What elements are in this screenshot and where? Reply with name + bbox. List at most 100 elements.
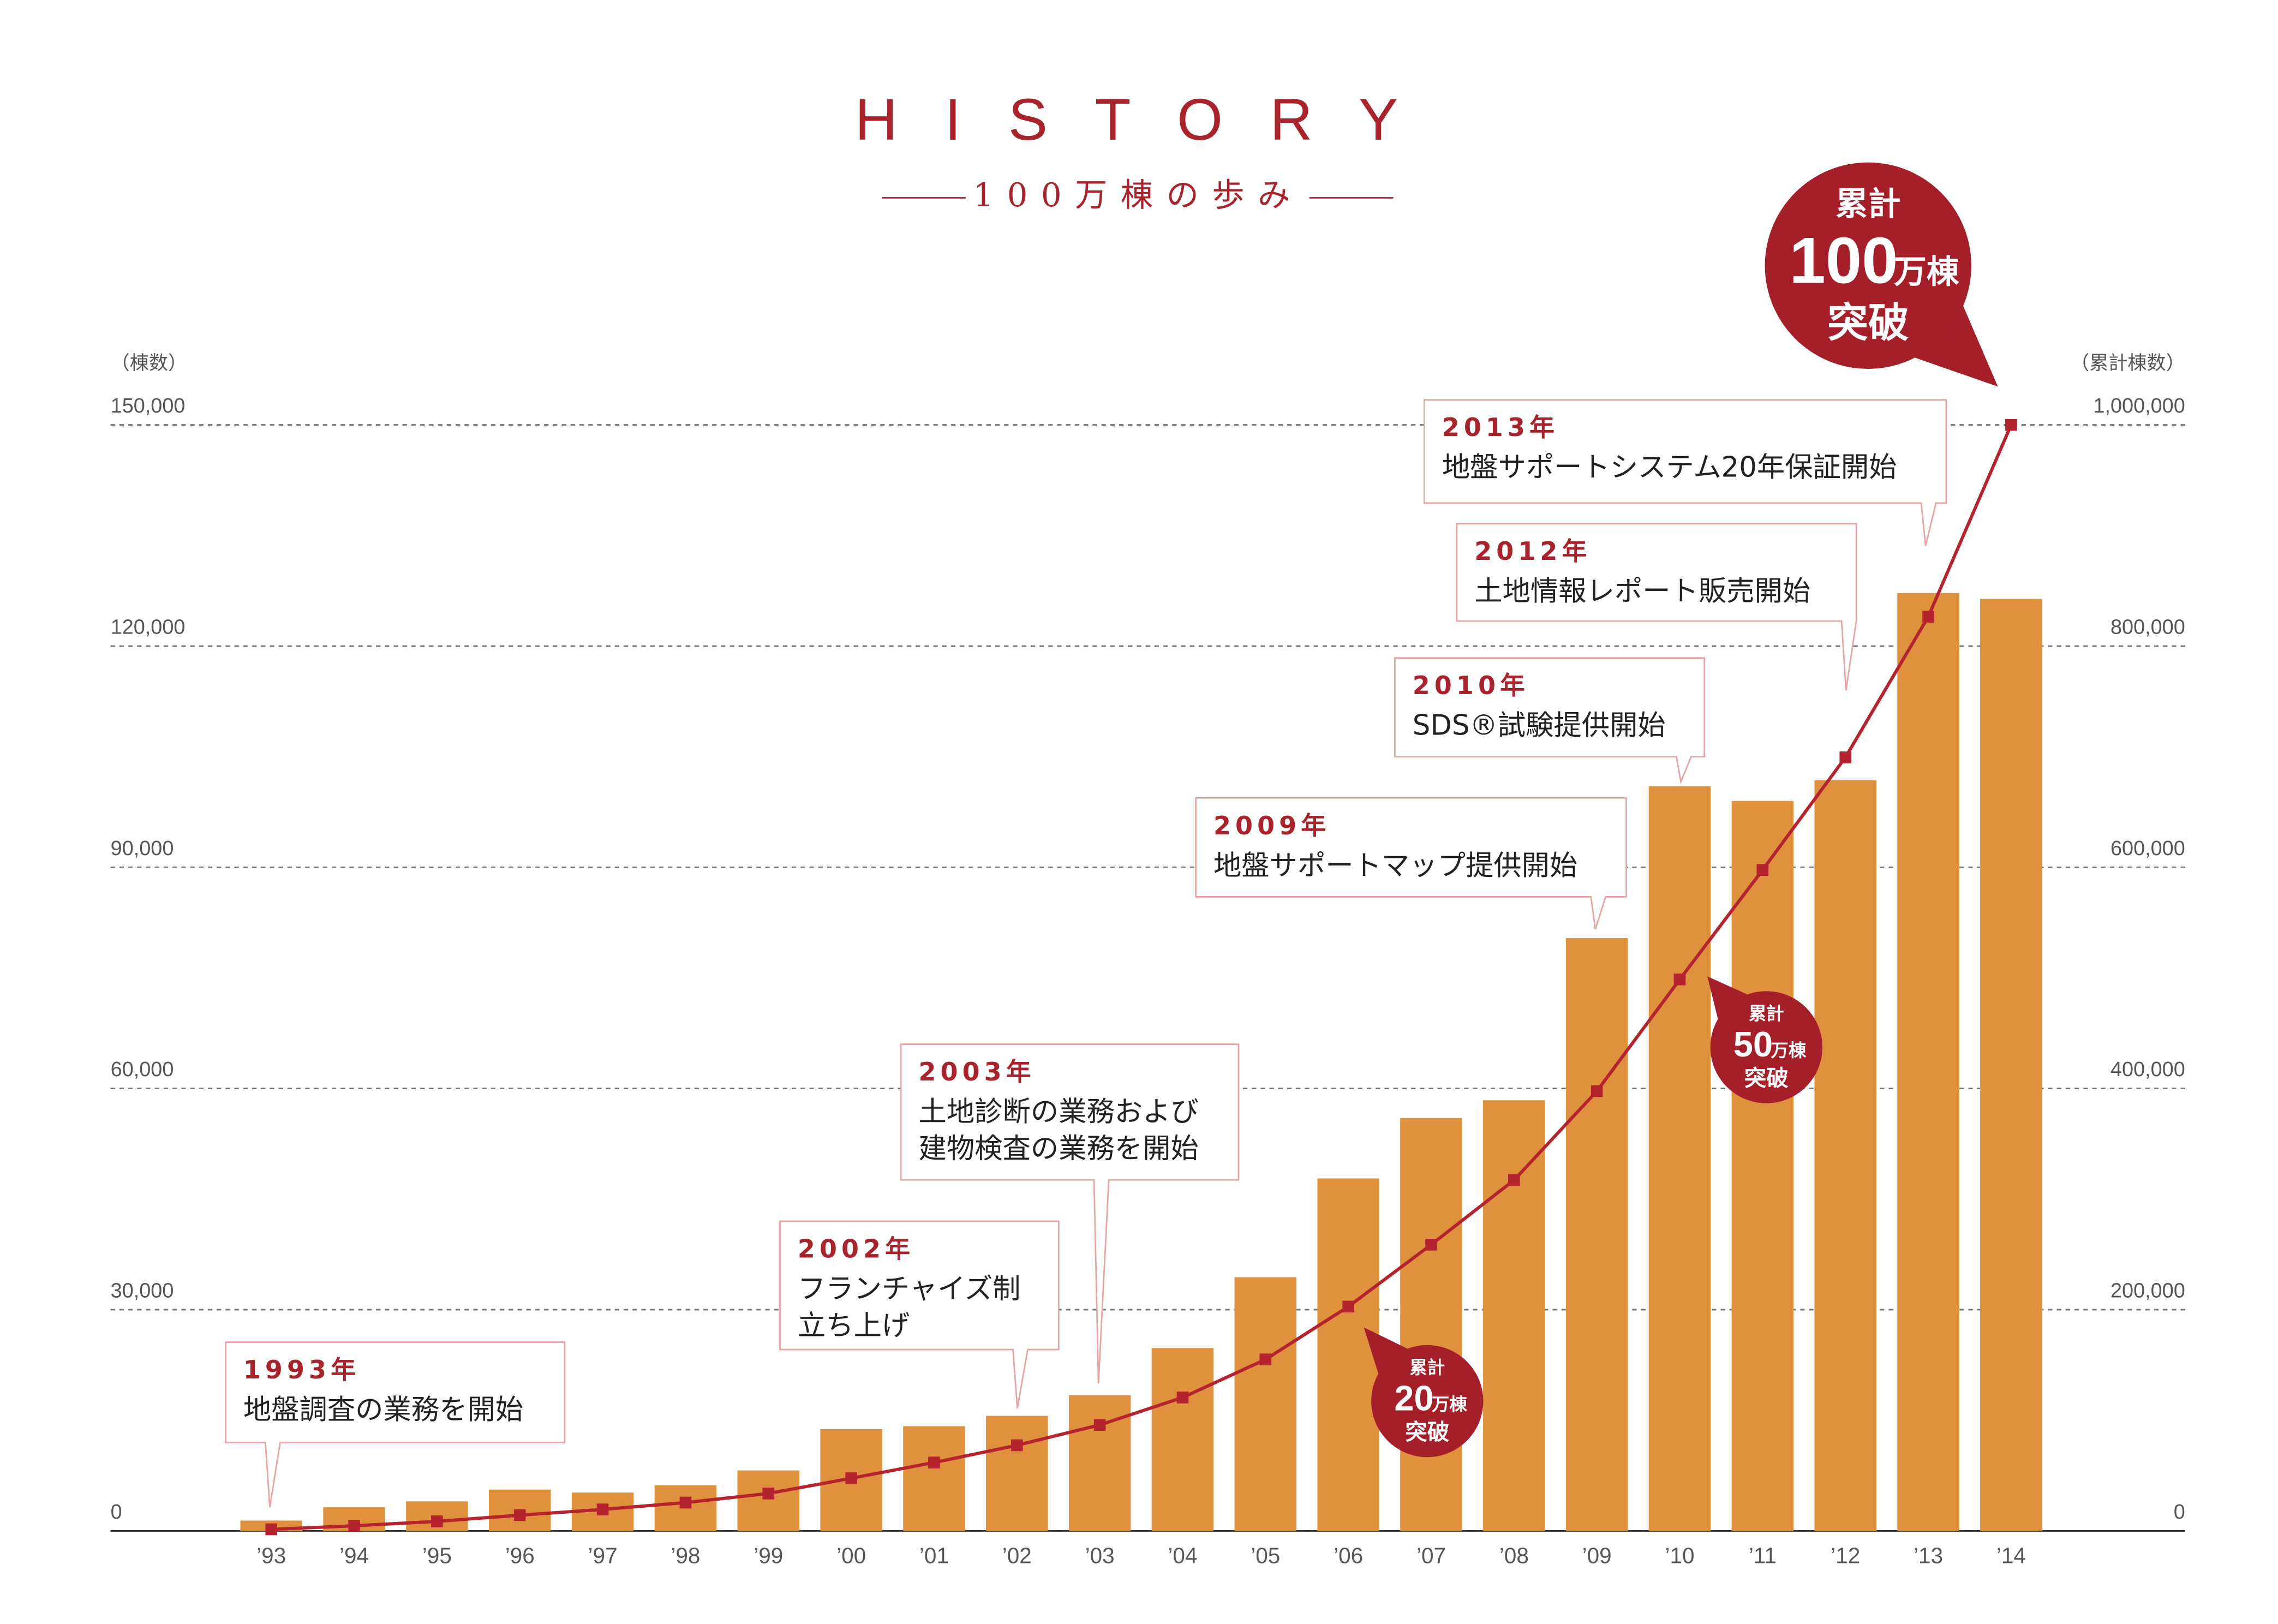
bar: [1897, 593, 1959, 1531]
callout-box: [225, 1341, 566, 1508]
bar: [1565, 938, 1628, 1531]
callout-text: 地盤サポートマップ提供開始: [1213, 849, 1577, 882]
badge-tail: [1364, 1327, 1408, 1374]
badge-label: 累計: [1749, 1004, 1784, 1024]
bar: [986, 1416, 1048, 1531]
badge-label: 累計: [1835, 186, 1900, 223]
callout-year: 2013年: [1442, 413, 1559, 442]
callout-text: フランチャイズ制: [798, 1273, 1021, 1305]
badge-unit: 万棟: [1771, 1040, 1806, 1061]
badge-unit: 万棟: [1432, 1394, 1467, 1415]
callout-box: [779, 1220, 1060, 1409]
badge-label: 累計: [1409, 1357, 1445, 1378]
line-marker: [1342, 1300, 1354, 1313]
y2-tick-label: 0: [2174, 1501, 2185, 1524]
line-marker: [1093, 1419, 1106, 1431]
callout-text: 地盤サポートシステム20年保証開始: [1442, 451, 1897, 484]
badge-text: 突破: [1744, 1065, 1789, 1091]
y2-tick-label: 1,000,000: [2093, 395, 2185, 417]
bar: [1483, 1100, 1545, 1531]
chart-subtitle: 100万棟の歩み: [973, 177, 1304, 214]
line-marker: [1756, 864, 1769, 876]
badge: [1765, 162, 1971, 369]
badge-tail: [1915, 306, 1998, 387]
badge-number: 50: [1733, 1024, 1773, 1064]
badge-unit: 万棟: [1894, 253, 1959, 291]
bar: [1234, 1277, 1297, 1531]
callout-box: [1456, 523, 1857, 691]
callout-text: 土地診断の業務および: [919, 1096, 1199, 1129]
y2-tick-label: 400,000: [2110, 1058, 2185, 1081]
badge: [1710, 991, 1822, 1103]
line-marker: [2005, 419, 2017, 431]
bar: [1814, 780, 1876, 1531]
y2-tick-label: 600,000: [2110, 837, 2185, 860]
line-marker: [928, 1456, 940, 1468]
bar: [1980, 599, 2042, 1531]
line-marker: [1673, 974, 1686, 986]
x-tick-label: ’96: [505, 1543, 535, 1568]
callout-year: 1993年: [243, 1355, 360, 1384]
bar: [903, 1426, 965, 1531]
badge-text: 突破: [1827, 299, 1909, 347]
callout-year: 2003年: [919, 1057, 1036, 1086]
y2-tick-label: 800,000: [2110, 616, 2185, 639]
badge: [1371, 1345, 1484, 1458]
line-marker: [1176, 1392, 1189, 1404]
x-tick-label: ’04: [1168, 1543, 1197, 1568]
bar: [1068, 1395, 1131, 1531]
callout-text: 地盤調査の業務を開始: [243, 1393, 523, 1426]
x-tick-label: ’05: [1251, 1543, 1280, 1568]
chart-title: HISTORY: [855, 86, 1445, 152]
callout-year: 2002年: [798, 1234, 914, 1263]
badge-number: 20: [1394, 1378, 1433, 1418]
bar: [1317, 1178, 1379, 1531]
callout-year: 2012年: [1474, 536, 1591, 566]
line-marker: [845, 1472, 857, 1484]
x-tick-label: ’94: [339, 1543, 369, 1568]
x-tick-label: ’03: [1085, 1543, 1115, 1568]
callout-box: [1394, 657, 1706, 785]
x-tick-label: ’09: [1582, 1543, 1612, 1568]
callout-text: 土地情報レポート販売開始: [1474, 575, 1810, 608]
line-marker: [1425, 1239, 1437, 1251]
line-marker: [431, 1515, 443, 1527]
x-tick-label: ’14: [1996, 1543, 2026, 1568]
bar: [1400, 1118, 1462, 1531]
line-marker: [1011, 1439, 1023, 1452]
x-tick-label: ’12: [1831, 1543, 1860, 1568]
badge-number: 100: [1789, 224, 1898, 297]
callout-box: [900, 1043, 1240, 1384]
x-tick-label: ’02: [1002, 1543, 1032, 1568]
y-tick-label: 60,000: [111, 1058, 174, 1081]
x-tick-label: ’98: [671, 1543, 700, 1568]
x-tick-label: ’08: [1499, 1543, 1529, 1568]
line-marker: [679, 1496, 692, 1509]
line-marker: [1591, 1085, 1603, 1097]
x-tick-label: ’06: [1334, 1543, 1363, 1568]
callout-year: 2009年: [1213, 811, 1330, 840]
y-tick-label: 0: [111, 1501, 122, 1524]
x-tick-label: ’10: [1665, 1543, 1694, 1568]
x-tick-label: ’07: [1416, 1543, 1446, 1568]
y-tick-label: 30,000: [111, 1280, 174, 1303]
line-marker: [1922, 611, 1934, 623]
y-tick-label: 150,000: [111, 395, 186, 417]
x-tick-label: ’13: [1914, 1543, 1943, 1568]
x-tick-label: ’00: [836, 1543, 866, 1568]
y-axis-label: （棟数）: [111, 353, 187, 374]
callout-text: 建物検査の業務を開始: [919, 1132, 1199, 1165]
y-tick-label: 90,000: [111, 837, 174, 860]
line-marker: [348, 1520, 360, 1532]
x-tick-label: ’11: [1749, 1543, 1777, 1568]
x-tick-label: ’95: [422, 1543, 452, 1568]
y2-tick-label: 200,000: [2110, 1280, 2185, 1303]
x-tick-label: ’99: [754, 1543, 783, 1568]
bar: [1151, 1348, 1214, 1531]
x-tick-label: ’01: [919, 1543, 949, 1568]
callout-text: SDS®試験提供開始: [1413, 709, 1666, 742]
line-marker: [1508, 1174, 1520, 1186]
callout-year: 2010年: [1413, 671, 1529, 700]
line-marker: [1839, 751, 1852, 763]
